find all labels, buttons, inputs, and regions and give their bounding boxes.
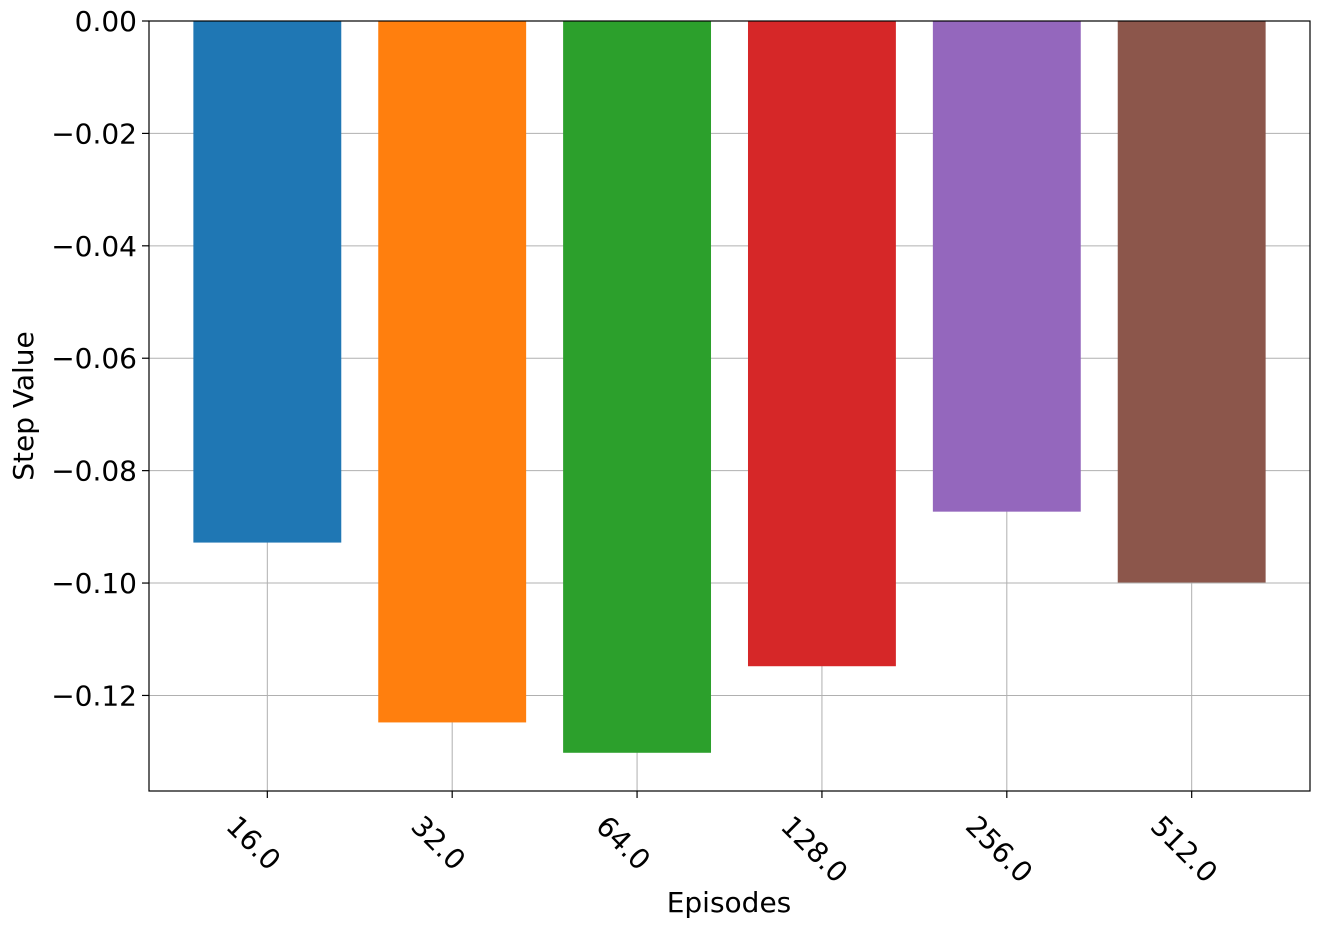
y-axis-label: Step Value (7, 331, 40, 481)
y-tick-label: −0.12 (51, 679, 137, 712)
x-axis-label: Episodes (667, 886, 792, 919)
bar-256.0 (932, 21, 1081, 512)
bar-512.0 (1117, 21, 1266, 583)
x-tick-label: 16.0 (220, 809, 287, 876)
y-axis-ticks: 0.00 −0.02 −0.04 −0.06 −0.08 −0.10 −0.12 (51, 5, 149, 712)
y-tick-label: −0.02 (51, 117, 137, 150)
x-tick-label: 256.0 (959, 809, 1039, 889)
plot-frame (148, 20, 1311, 792)
x-axis-ticks: 16.0 32.0 64.0 128.0 256.0 512.0 (220, 791, 1224, 889)
y-tick-label: −0.08 (51, 455, 137, 488)
x-tick-label: 512.0 (1144, 809, 1224, 889)
y-tick-label: 0.00 (75, 5, 137, 38)
x-tick-label: 128.0 (774, 809, 854, 889)
y-tick-label: −0.06 (51, 342, 137, 375)
x-tick-label: 32.0 (405, 809, 472, 876)
y-tick-label: −0.04 (51, 230, 137, 263)
bar-64.0 (563, 21, 712, 753)
bar-128.0 (747, 21, 896, 667)
bars (193, 21, 1266, 753)
y-tick-label: −0.10 (51, 567, 137, 600)
bar-32.0 (378, 21, 527, 723)
x-tick-label: 64.0 (589, 809, 656, 876)
bar-16.0 (193, 21, 342, 543)
